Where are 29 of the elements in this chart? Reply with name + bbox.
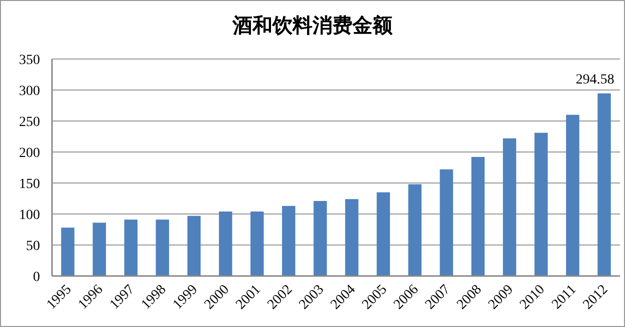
bar	[124, 220, 138, 276]
y-tick-label: 0	[33, 270, 40, 285]
bar	[566, 114, 580, 276]
bar	[408, 184, 422, 276]
bar	[502, 138, 516, 276]
bar	[156, 220, 170, 276]
y-tick-label: 100	[19, 208, 40, 223]
bar	[250, 212, 264, 276]
y-tick-label: 200	[19, 146, 40, 161]
bar	[471, 156, 485, 276]
bar	[61, 228, 74, 276]
y-tick-label: 300	[19, 84, 40, 99]
y-tick-label: 50	[26, 239, 40, 254]
bar	[187, 216, 201, 276]
bar	[376, 192, 390, 276]
bar	[282, 206, 296, 276]
bar	[440, 169, 454, 276]
bar	[218, 212, 232, 276]
y-tick-label: 150	[19, 177, 40, 192]
bar	[314, 200, 327, 276]
bar	[598, 93, 611, 276]
y-tick-label: 250	[19, 115, 40, 130]
x-tick-label: 2011	[549, 282, 580, 312]
bar	[92, 222, 106, 276]
bar	[345, 199, 358, 276]
bar	[534, 132, 548, 276]
y-tick-label: 350	[19, 53, 40, 68]
data-label: 294.58	[576, 72, 614, 88]
chart-title: 酒和饮料消费金额	[232, 14, 394, 37]
